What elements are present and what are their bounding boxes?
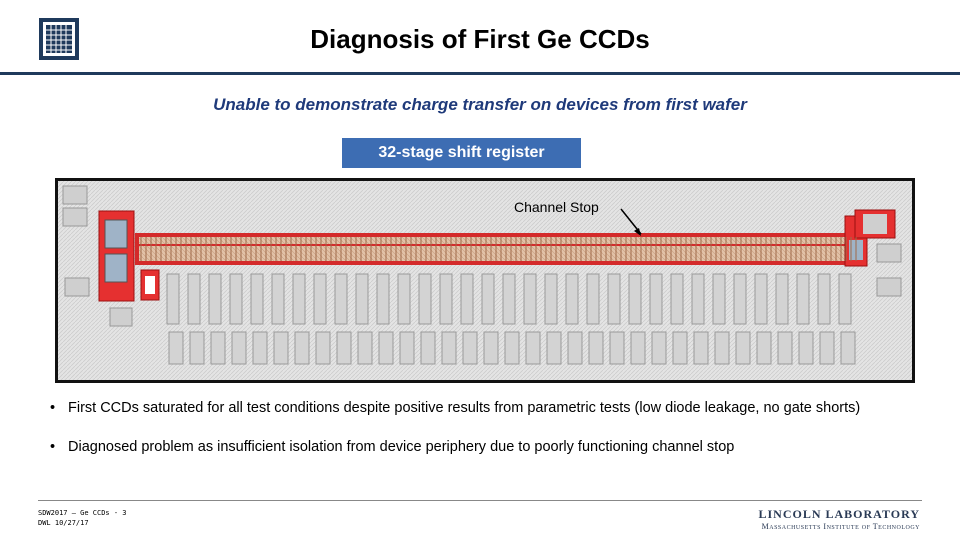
bullet-list: • First CCDs saturated for all test cond… [50, 398, 930, 476]
bullet-text: First CCDs saturated for all test condit… [68, 400, 861, 416]
ccd-layout-image [55, 178, 915, 383]
header-divider [0, 72, 960, 75]
organization-name: LINCOLN LABORATORY [758, 507, 920, 521]
contact-pad [378, 331, 394, 365]
contact-pad [714, 331, 730, 365]
contact-pad [334, 273, 348, 325]
contact-pad [229, 273, 243, 325]
contact-pad [565, 273, 579, 325]
contact-pad [336, 331, 352, 365]
contact-pad [775, 273, 789, 325]
contact-pad [546, 331, 562, 365]
contact-pad [250, 273, 264, 325]
contact-pad [189, 331, 205, 365]
contact-pad [756, 331, 772, 365]
contact-pad [231, 331, 247, 365]
slide-subtitle: Unable to demonstrate charge transfer on… [213, 95, 747, 114]
bullet-icon: • [50, 400, 56, 416]
contact-pad [462, 331, 478, 365]
contact-pad [798, 331, 814, 365]
channel-stop-label: Channel Stop [514, 199, 599, 215]
contact-pad [210, 331, 226, 365]
contact-pad [670, 273, 684, 325]
contact-pad [315, 331, 331, 365]
contact-pad [651, 331, 667, 365]
contact-pad [208, 273, 222, 325]
organization-block: LINCOLN LABORATORY Massachusetts Institu… [759, 507, 921, 531]
footer-line-1: SDW2017 – Ge CCDs - 3 [38, 509, 127, 517]
contact-pad [418, 273, 432, 325]
bullet-icon: • [50, 439, 56, 455]
contact-pad [840, 331, 856, 365]
contact-pad [376, 273, 390, 325]
contact-pad [817, 273, 831, 325]
footer-line-2: DWL 10/27/17 [38, 519, 89, 527]
contact-pad [187, 273, 201, 325]
contact-pad [420, 331, 436, 365]
callout-arrow-icon [620, 208, 642, 236]
contact-pad [754, 273, 768, 325]
slide-title: Diagnosis of First Ge CCDs [310, 24, 650, 54]
contact-pads [166, 273, 856, 365]
contact-pad [672, 331, 688, 365]
bullet-item: • Diagnosed problem as insufficient isol… [50, 437, 930, 458]
contact-pad [481, 273, 495, 325]
image-label: 32-stage shift register [342, 138, 581, 168]
contact-pad [544, 273, 558, 325]
contact-pad [460, 273, 474, 325]
contact-pad [502, 273, 516, 325]
contact-pad [588, 331, 604, 365]
contact-pad [819, 331, 835, 365]
contact-pad [483, 331, 499, 365]
contact-pad [168, 331, 184, 365]
contact-pad [292, 273, 306, 325]
contact-pad [735, 331, 751, 365]
contact-pad [357, 331, 373, 365]
contact-pad [399, 331, 415, 365]
contact-pad [693, 331, 709, 365]
contact-pad [439, 273, 453, 325]
contact-pad [733, 273, 747, 325]
contact-pad [504, 331, 520, 365]
contact-pad [397, 273, 411, 325]
contact-pad [441, 331, 457, 365]
contact-pad [567, 331, 583, 365]
footer-notes: SDW2017 – Ge CCDs - 3 DWL 10/27/17 [38, 508, 127, 528]
lincoln-lab-logo-icon [38, 17, 80, 61]
footer-divider [38, 500, 922, 501]
contact-pad [271, 273, 285, 325]
contact-pad [586, 273, 600, 325]
contact-pad [166, 273, 180, 325]
contact-pad [777, 331, 793, 365]
contact-pad [609, 331, 625, 365]
bullet-text: Diagnosed problem as insufficient isolat… [68, 439, 735, 455]
organization-subtitle: Massachusetts Institute of Technology [761, 522, 920, 531]
contact-pad [628, 273, 642, 325]
contact-pad [649, 273, 663, 325]
contact-pad [691, 273, 705, 325]
contact-pad [525, 331, 541, 365]
contact-pad [712, 273, 726, 325]
contact-pad [630, 331, 646, 365]
contact-pad [838, 273, 852, 325]
left-bond-pads [62, 185, 133, 327]
bullet-item: • First CCDs saturated for all test cond… [50, 398, 930, 419]
contact-pad [252, 331, 268, 365]
contact-pad [313, 273, 327, 325]
contact-pad [273, 331, 289, 365]
contact-pad [523, 273, 537, 325]
contact-pad [294, 331, 310, 365]
contact-pad [607, 273, 621, 325]
contact-pad [355, 273, 369, 325]
contact-pad [796, 273, 810, 325]
gate-fingers [140, 237, 857, 261]
